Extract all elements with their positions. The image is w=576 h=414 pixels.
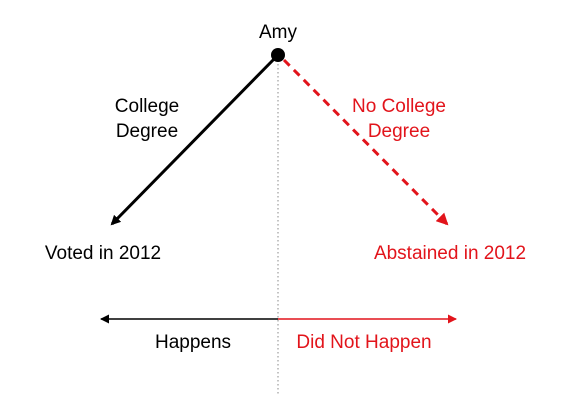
left-branch-label-line1: College: [115, 96, 179, 117]
right-branch-label-line1: No College: [352, 96, 446, 117]
right-branch-arrow: [282, 58, 449, 226]
left-branch-arrow: [110, 54, 279, 226]
root-label: Amy: [259, 22, 298, 43]
left-branch-label-line2: Degree: [116, 121, 178, 142]
right-outcome-label: Abstained in 2012: [374, 243, 526, 264]
happens-label: Happens: [155, 332, 231, 353]
did-not-happen-label: Did Not Happen: [296, 332, 431, 353]
left-outcome-label: Voted in 2012: [45, 243, 161, 264]
root-node: [271, 48, 285, 62]
right-branch-label-line2: Degree: [368, 121, 430, 142]
